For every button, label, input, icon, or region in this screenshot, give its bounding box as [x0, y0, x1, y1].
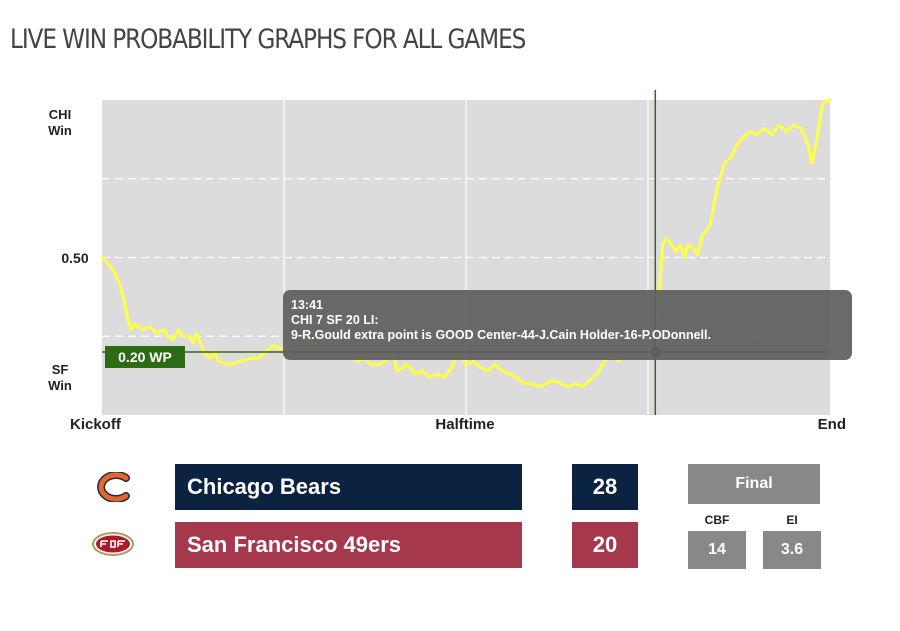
- wp-marker-badge: 0.20 WP: [105, 346, 185, 368]
- 49ers-logo-icon: [92, 532, 134, 556]
- metric-value-ei: 3.6: [763, 531, 821, 569]
- x-label-kickoff: Kickoff: [70, 416, 122, 433]
- wp-marker-label: 0.20 WP: [118, 349, 172, 365]
- page-title: LIVE WIN PROBABILITY GRAPHS FOR ALL GAME…: [10, 24, 526, 55]
- team-name-san-francisco-49ers[interactable]: San Francisco 49ers: [175, 522, 522, 568]
- metric-label-ei: EI: [786, 513, 798, 527]
- y-bottom-label-line2: Win: [48, 378, 72, 393]
- y-mid-label: 0.50: [61, 250, 88, 266]
- wp-marker-badge-bg: [105, 346, 185, 368]
- score-chicago-bears: 28: [572, 464, 638, 510]
- y-bottom-label-line1: SF: [52, 362, 69, 377]
- final-status-badge: Final: [688, 464, 820, 504]
- tooltip-score: CHI 7 SF 20 LI:: [291, 313, 379, 327]
- x-label-halftime: Halftime: [435, 416, 494, 433]
- win-probability-chart-svg[interactable]: CHI Win 0.50 SF Win Kickoff Halftime End…: [0, 90, 900, 460]
- metric-label-cbf: CBF: [704, 513, 730, 527]
- axis-labels: CHI Win 0.50 SF Win Kickoff Halftime End: [48, 107, 846, 433]
- metric-value-cbf: 14: [688, 531, 746, 569]
- team-name-chicago-bears[interactable]: Chicago Bears: [175, 464, 522, 510]
- bears-logo-icon: [97, 472, 130, 502]
- score-san-francisco-49ers: 20: [572, 522, 638, 568]
- tooltip-time: 13:41: [291, 298, 323, 312]
- win-probability-chart[interactable]: CHI Win 0.50 SF Win Kickoff Halftime End…: [0, 90, 900, 460]
- x-label-end: End: [818, 416, 846, 433]
- tooltip-play: 9-R.Gould extra point is GOOD Center-44-…: [291, 328, 711, 342]
- y-top-label-line1: CHI: [49, 107, 71, 122]
- play-tooltip: 13:41 CHI 7 SF 20 LI: 9-R.Gould extra po…: [283, 290, 852, 360]
- y-top-label-line2: Win: [48, 123, 72, 138]
